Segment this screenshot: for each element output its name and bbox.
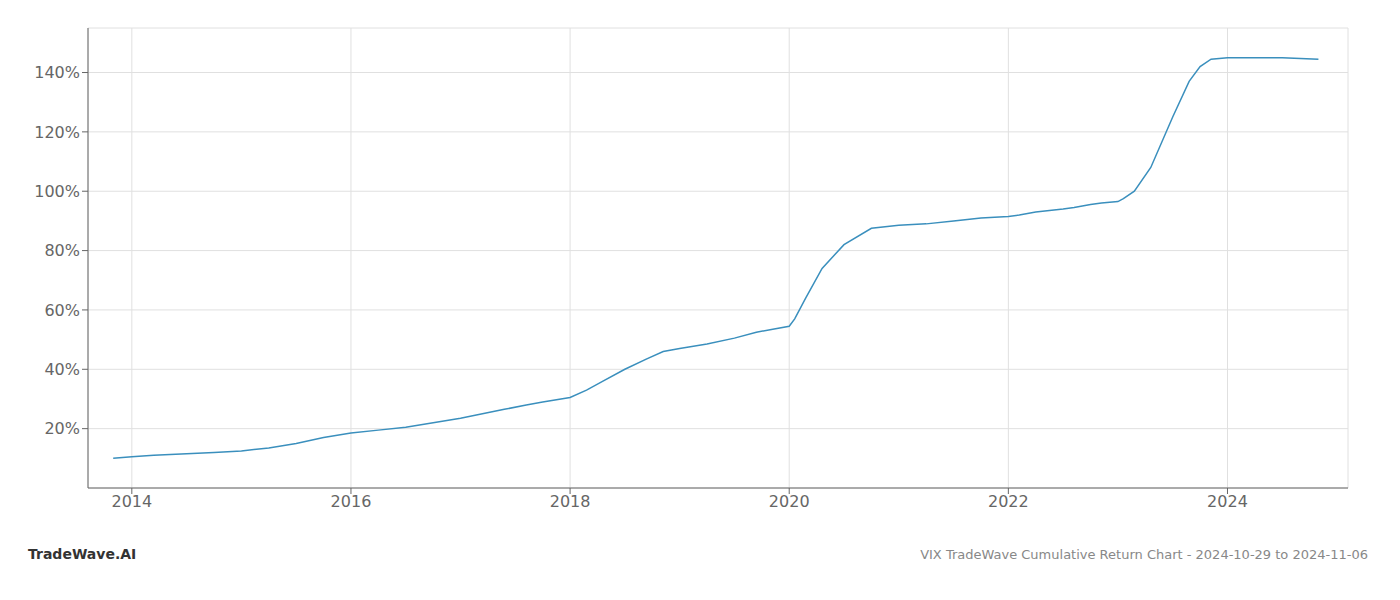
svg-text:2014: 2014 xyxy=(111,492,152,511)
svg-text:2022: 2022 xyxy=(988,492,1029,511)
svg-text:140%: 140% xyxy=(34,63,80,82)
svg-text:80%: 80% xyxy=(44,241,80,260)
svg-text:2018: 2018 xyxy=(550,492,591,511)
svg-text:40%: 40% xyxy=(44,360,80,379)
svg-text:2020: 2020 xyxy=(769,492,810,511)
svg-text:2024: 2024 xyxy=(1207,492,1248,511)
html-text:TradeWave.AI: TradeWave.AI xyxy=(28,546,137,562)
svg-text:2016: 2016 xyxy=(331,492,372,511)
html-text:VIX TradeWave Cumulative Retur: VIX TradeWave Cumulative Return Chart - … xyxy=(920,546,1368,562)
svg-text:120%: 120% xyxy=(34,123,80,142)
svg-text:60%: 60% xyxy=(44,301,80,320)
svg-text:100%: 100% xyxy=(34,182,80,201)
svg-text:20%: 20% xyxy=(44,419,80,438)
